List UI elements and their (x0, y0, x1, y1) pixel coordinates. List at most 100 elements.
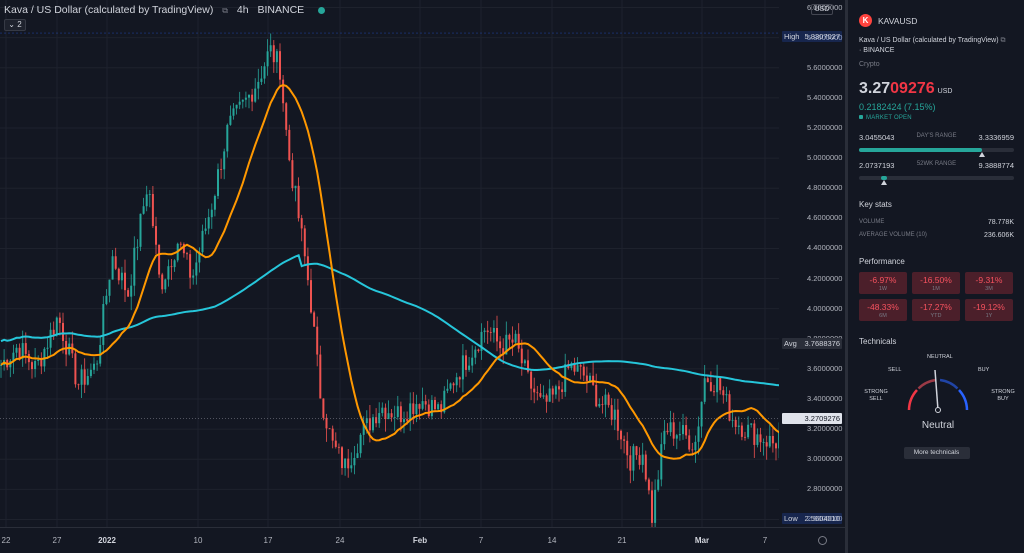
perf-cell-1y[interactable]: -19.12% 1Y (965, 299, 1013, 321)
candle-body (378, 413, 381, 424)
candle-body (499, 341, 502, 349)
candle-body (629, 455, 632, 471)
candle-body (465, 355, 467, 370)
candle-body (372, 417, 374, 431)
candle-body (396, 406, 399, 417)
52wk-range-high: 9.3888774 (978, 161, 1014, 170)
candle-body (251, 94, 254, 102)
52wk-range-bar (859, 176, 1014, 185)
candle-body (635, 446, 638, 456)
technicals-gauge: NEUTRAL SELL BUY STRONG SELL STRONG BUY … (859, 348, 1017, 443)
candle-body (86, 376, 89, 385)
candle-body (136, 246, 139, 248)
y-tick-label: 4.6000000 (807, 213, 843, 223)
candle-body (210, 209, 213, 218)
candle-body (731, 419, 734, 421)
candle-body (601, 403, 604, 405)
perf-label: 1M (932, 286, 940, 292)
indicator-toggle-button[interactable]: ⌄ 2 (4, 19, 26, 31)
y-tick-label: 6.0000000 (807, 2, 843, 12)
candle-body (709, 382, 712, 392)
x-tick-label: 2022 (98, 536, 116, 545)
x-tick-label: 7 (762, 536, 768, 545)
candle-body (365, 418, 368, 424)
candle-body (703, 378, 706, 402)
x-tick-label: 7 (478, 536, 484, 545)
candle-body (381, 407, 384, 414)
perf-cell-6m[interactable]: -48.33% 6M (859, 299, 907, 321)
x-tick-label: 24 (335, 536, 345, 545)
candle-body (375, 417, 378, 424)
candle-body (505, 334, 508, 355)
candle-body (232, 108, 235, 116)
candle-body (161, 274, 164, 290)
candle-body (322, 398, 325, 418)
price-plot[interactable] (0, 0, 779, 527)
more-technicals-button[interactable]: More technicals (903, 447, 970, 459)
candle-body (409, 403, 412, 421)
candle-body (514, 333, 517, 343)
y-tick-label: 4.0000000 (807, 303, 843, 313)
symbol-name[interactable]: KAVAUSD (878, 15, 918, 26)
candle-body (15, 347, 18, 353)
candle-body (427, 404, 430, 417)
candle-body (508, 334, 511, 340)
candle-body (542, 395, 545, 397)
candle-body (449, 383, 452, 389)
y-tick-label: 5.4000000 (807, 92, 843, 102)
low-value: 2.5604010 (804, 514, 840, 523)
candle-body (49, 329, 52, 348)
candle-body (306, 256, 309, 281)
perf-cell-1m[interactable]: -16.50% 1M (912, 272, 960, 294)
perf-cell-1w[interactable]: -6.97% 1W (859, 272, 907, 294)
candle-body (238, 101, 241, 105)
price-axis[interactable]: 6.0000000 5.8000000 5.6000000 5.4000000 5.20… (779, 0, 845, 527)
x-tick-label: 17 (263, 536, 273, 545)
gauge-needle (934, 369, 939, 411)
candle-body (616, 409, 619, 431)
candle-body (334, 440, 337, 447)
candle-body (155, 226, 157, 245)
candle-body (77, 384, 80, 386)
perf-value: -6.97% (869, 275, 897, 285)
chart-interval[interactable]: 4h (236, 4, 249, 16)
avg-volume-label: AVERAGE VOLUME (10) (859, 232, 927, 238)
52wk-range-row: 2.0737193 52WK RANGE 9.3888774 (859, 161, 1014, 170)
candle-body (685, 425, 688, 436)
price-change: 0.2182424 (7.15%) (859, 102, 936, 112)
symbol-description-text: Kava / US Dollar (calculated by TradingV… (859, 37, 999, 44)
perf-label: YTD (930, 313, 942, 319)
candle-body (582, 366, 585, 376)
candle-body (548, 388, 551, 402)
52wk-range-label: 52WK RANGE (916, 161, 957, 167)
candle-body (37, 359, 40, 361)
candle-body (204, 228, 207, 231)
candlestick-chart[interactable] (0, 0, 779, 527)
last-price-value: 3.2709276 (804, 413, 840, 423)
candle-body (207, 217, 210, 229)
y-tick-label: 2.8000000 (807, 484, 843, 494)
candle-body (120, 272, 123, 281)
chart-area[interactable]: Kava / US Dollar (calculated by TradingV… (0, 0, 845, 553)
candle-body (579, 365, 582, 367)
low-label-text: Low (784, 514, 798, 523)
currency-button[interactable]: USD (811, 4, 833, 15)
external-link-icon[interactable]: ⧉ (222, 6, 228, 15)
y-tick-label: 3.4000000 (807, 394, 843, 403)
candle-body (297, 185, 300, 219)
time-axis[interactable]: 22 27 2022 10 17 24 Feb 7 14 21 Mar 7 (0, 527, 845, 553)
candle-body (151, 194, 154, 227)
days-range-bar (859, 148, 1014, 157)
candle-body (576, 365, 579, 372)
perf-label: 1W (878, 286, 888, 292)
candle-body (347, 458, 350, 469)
candle-body (486, 330, 489, 333)
perf-cell-ytd[interactable]: -17.27% YTD (912, 299, 960, 321)
candle-body (124, 272, 126, 291)
gear-icon[interactable] (818, 536, 827, 545)
candle-body (753, 423, 756, 445)
external-link-icon[interactable]: ⧉ (1000, 37, 1006, 44)
52wk-range-marker-icon (881, 180, 888, 185)
perf-cell-3m[interactable]: -9.31% 3M (965, 272, 1013, 294)
candle-body (641, 454, 644, 465)
